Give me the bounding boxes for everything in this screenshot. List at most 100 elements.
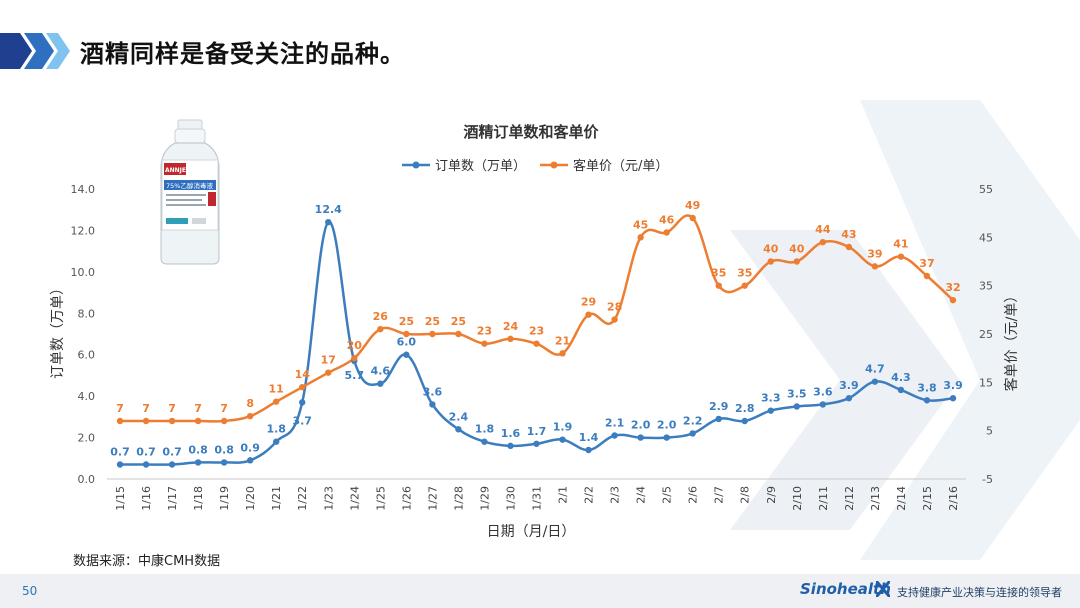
price-data-label: 44 (815, 223, 831, 236)
price-data-label: 7 (116, 402, 124, 415)
y-right-tick-label: -5 (982, 473, 993, 486)
price-data-label: 49 (685, 199, 700, 212)
legend-price-label: 客单价（元/单） (573, 158, 668, 174)
orders-data-point (533, 440, 540, 447)
orders-data-point (455, 426, 462, 433)
price-data-point (351, 354, 358, 362)
x-tick-label: 1/29 (478, 486, 491, 511)
price-data-label: 46 (659, 214, 675, 227)
x-axis-label: 日期（月/日） (487, 524, 576, 540)
orders-data-point (507, 442, 514, 450)
orders-data-label: 1.9 (553, 421, 573, 434)
price-data-label: 7 (220, 402, 228, 415)
x-tick-label: 2/5 (661, 486, 674, 504)
orders-data-point (637, 434, 644, 441)
price-data-point (481, 340, 488, 347)
y-right-tick-label: 25 (979, 328, 993, 341)
price-data-point (897, 253, 905, 260)
y-left-tick-label: 0.0 (78, 473, 96, 486)
orders-data-point (689, 430, 696, 437)
price-data-label: 40 (789, 243, 805, 256)
price-data-label: 39 (867, 247, 882, 260)
price-data-point (689, 214, 696, 222)
price-data-label: 35 (711, 267, 726, 280)
price-data-label: 25 (399, 315, 414, 328)
x-tick-label: 2/11 (817, 486, 830, 511)
orders-data-point (845, 395, 853, 402)
orders-data-point (663, 434, 670, 441)
x-tick-label: 1/23 (322, 486, 335, 511)
x-tick-label: 2/4 (635, 486, 648, 504)
y-left-tick-label: 2.0 (78, 432, 96, 445)
price-data-label: 43 (841, 228, 856, 241)
price-data-point (455, 330, 462, 338)
orders-series-line (120, 220, 954, 466)
x-tick-label: 1/31 (531, 486, 544, 511)
orders-data-point (871, 378, 879, 385)
x-tick-label: 1/27 (426, 486, 439, 511)
legend-orders-marker (412, 161, 420, 169)
x-tick-label: 1/21 (270, 486, 283, 511)
orders-data-label: 1.6 (501, 427, 521, 440)
price-data-label: 24 (503, 320, 519, 333)
x-tick-label: 2/12 (843, 486, 856, 511)
price-data-label: 35 (737, 267, 752, 280)
orders-data-point (949, 395, 957, 402)
orders-data-label: 4.6 (371, 365, 391, 378)
price-data-point (923, 272, 931, 280)
price-data-label: 41 (893, 238, 908, 251)
page-title: 酒精同样是备受关注的品种。 (80, 40, 405, 68)
orders-data-point (246, 457, 254, 464)
bottle-brand-label: ANNJET (165, 167, 191, 174)
price-data-label: 45 (633, 218, 648, 231)
price-data-label: 23 (477, 325, 492, 338)
brand-x-icon (876, 581, 890, 597)
price-data-point (819, 238, 827, 246)
y-axis-right-label: 客单价（元/单） (1003, 289, 1020, 392)
orders-data-label: 0.7 (110, 446, 130, 459)
price-data-label: 21 (555, 334, 570, 347)
price-data-point (168, 417, 176, 425)
orders-data-point (299, 399, 306, 406)
orders-data-label: 3.6 (813, 385, 833, 398)
orders-data-label: 0.7 (162, 446, 182, 459)
price-data-label: 26 (373, 310, 389, 323)
price-data-point (533, 340, 540, 347)
orders-data-point (923, 397, 931, 404)
orders-data-point (168, 461, 176, 468)
orders-data-point (819, 401, 827, 408)
y-left-tick-label: 10.0 (71, 266, 96, 279)
price-data-point (325, 369, 332, 376)
x-tick-label: 2/6 (687, 486, 700, 504)
x-tick-label: 2/1 (557, 486, 570, 504)
y-axis-left-label: 订单数（万单） (50, 281, 66, 379)
orders-data-label: 3.9 (943, 379, 963, 392)
price-data-label: 40 (763, 243, 779, 256)
orders-data-point (272, 438, 280, 445)
price-data-point (611, 316, 618, 323)
legend-orders-label: 订单数（万单） (435, 159, 526, 174)
price-data-label: 14 (295, 368, 311, 381)
price-data-label: 23 (529, 325, 544, 338)
orders-data-label: 3.6 (423, 385, 443, 398)
price-data-label: 25 (425, 315, 440, 328)
y-left-tick-label: 4.0 (78, 390, 96, 403)
orders-data-label: 5.7 (345, 369, 365, 382)
product-bottle-image: ANNJET 75%乙醇消毒液 (160, 119, 220, 265)
orders-data-label: 0.8 (214, 443, 234, 456)
orders-data-label: 2.9 (709, 400, 729, 413)
orders-data-label: 2.2 (683, 414, 703, 427)
orders-data-point (715, 415, 722, 423)
price-data-label: 32 (945, 281, 960, 294)
x-tick-label: 2/14 (895, 486, 908, 511)
legend-price-marker (550, 161, 558, 169)
x-tick-label: 2/9 (765, 486, 778, 504)
y-right-tick-label: 55 (979, 183, 993, 196)
y-left-tick-label: 12.0 (71, 224, 96, 237)
x-tick-label: 2/7 (713, 486, 726, 504)
orders-data-point (585, 446, 592, 454)
x-tick-label: 1/20 (244, 486, 257, 511)
orders-data-label: 2.1 (605, 417, 625, 430)
y-right-tick-label: 15 (979, 376, 993, 389)
